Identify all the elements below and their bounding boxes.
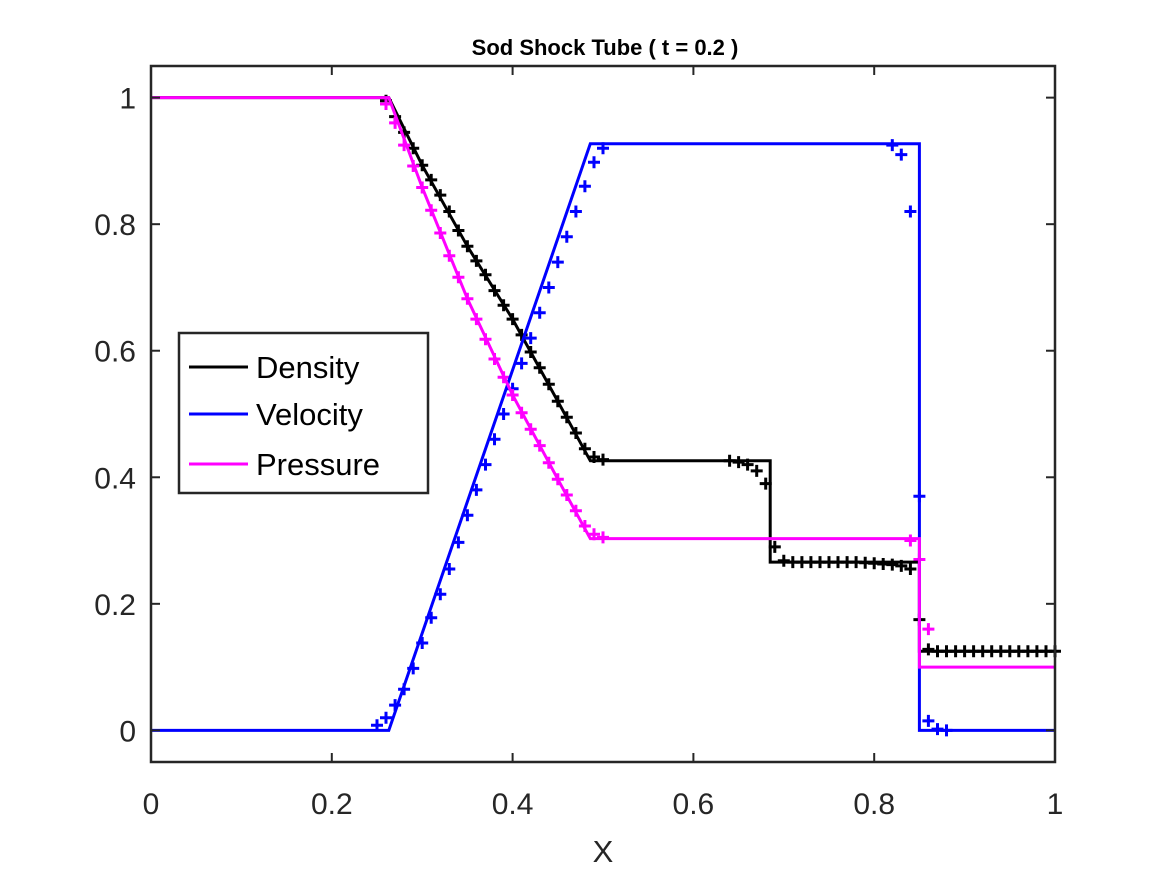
data-marker bbox=[750, 464, 763, 477]
data-marker bbox=[551, 256, 564, 269]
y-tick-labels: 0 0.2 0.4 0.6 0.8 1 bbox=[94, 83, 136, 749]
data-marker bbox=[533, 306, 546, 319]
y-tick-label: 0.6 bbox=[94, 336, 136, 369]
y-tick-label: 0.2 bbox=[94, 589, 136, 622]
y-tick-label: 0.8 bbox=[94, 209, 136, 242]
data-marker bbox=[922, 714, 935, 727]
line-layer bbox=[151, 96, 1055, 732]
legend-label-velocity: Velocity bbox=[256, 397, 363, 432]
legend: Density Velocity Pressure bbox=[177, 331, 430, 495]
plot-frame bbox=[149, 64, 1057, 764]
series-line-pressure bbox=[151, 96, 1055, 669]
y-tick-label: 1 bbox=[119, 83, 136, 116]
data-marker bbox=[488, 433, 501, 446]
x-tick-labels: 0 0.2 0.4 0.6 0.8 1 bbox=[143, 788, 1064, 821]
x-tick-label: 0.2 bbox=[311, 788, 353, 821]
x-tick-label: 0.6 bbox=[673, 788, 715, 821]
legend-label-density: Density bbox=[256, 350, 360, 385]
x-tick-label: 0.4 bbox=[492, 788, 534, 821]
data-marker bbox=[922, 623, 935, 636]
data-marker bbox=[515, 357, 528, 370]
x-tick-label: 1 bbox=[1047, 788, 1064, 821]
data-marker bbox=[904, 563, 917, 575]
tick-layer bbox=[150, 66, 1056, 762]
x-tick-label: 0 bbox=[143, 788, 160, 821]
data-marker bbox=[524, 332, 537, 345]
x-tick-label: 0.8 bbox=[853, 788, 895, 821]
data-marker bbox=[380, 711, 392, 724]
x-axis-label: X bbox=[593, 834, 614, 869]
data-marker bbox=[497, 408, 510, 420]
data-marker bbox=[895, 148, 908, 161]
y-tick-label: 0 bbox=[119, 715, 136, 748]
legend-label-pressure: Pressure bbox=[256, 447, 380, 482]
data-marker bbox=[588, 156, 600, 169]
data-marker bbox=[560, 230, 573, 243]
data-marker bbox=[922, 643, 935, 656]
series-line-velocity bbox=[151, 142, 1055, 732]
data-marker bbox=[542, 281, 555, 294]
y-tick-label: 0.4 bbox=[94, 462, 136, 495]
chart-title: Sod Shock Tube ( t = 0.2 ) bbox=[472, 35, 739, 60]
data-marker bbox=[569, 205, 582, 218]
data-marker bbox=[578, 180, 591, 193]
data-marker bbox=[904, 205, 917, 218]
data-marker bbox=[904, 534, 917, 547]
